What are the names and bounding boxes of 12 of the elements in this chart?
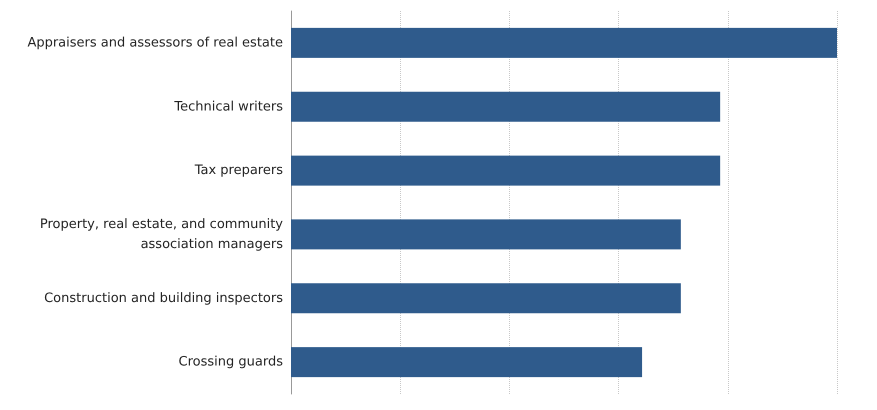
bar (291, 28, 837, 58)
y-tick-label: Crossing guards (178, 354, 284, 370)
y-tick-label: Tax preparers (194, 163, 284, 178)
y-tick-label: Property, real estate, and community association managers (40, 216, 284, 252)
bar (291, 347, 642, 378)
y-tick-label: Appraisers and assessors of real estate (27, 35, 283, 50)
bar (291, 283, 681, 314)
y-tick-label: Technical writers (173, 99, 284, 114)
bar (291, 156, 720, 186)
bar (291, 219, 681, 250)
y-tick-label: Construction and building inspectors (44, 290, 284, 306)
bar (291, 92, 720, 122)
